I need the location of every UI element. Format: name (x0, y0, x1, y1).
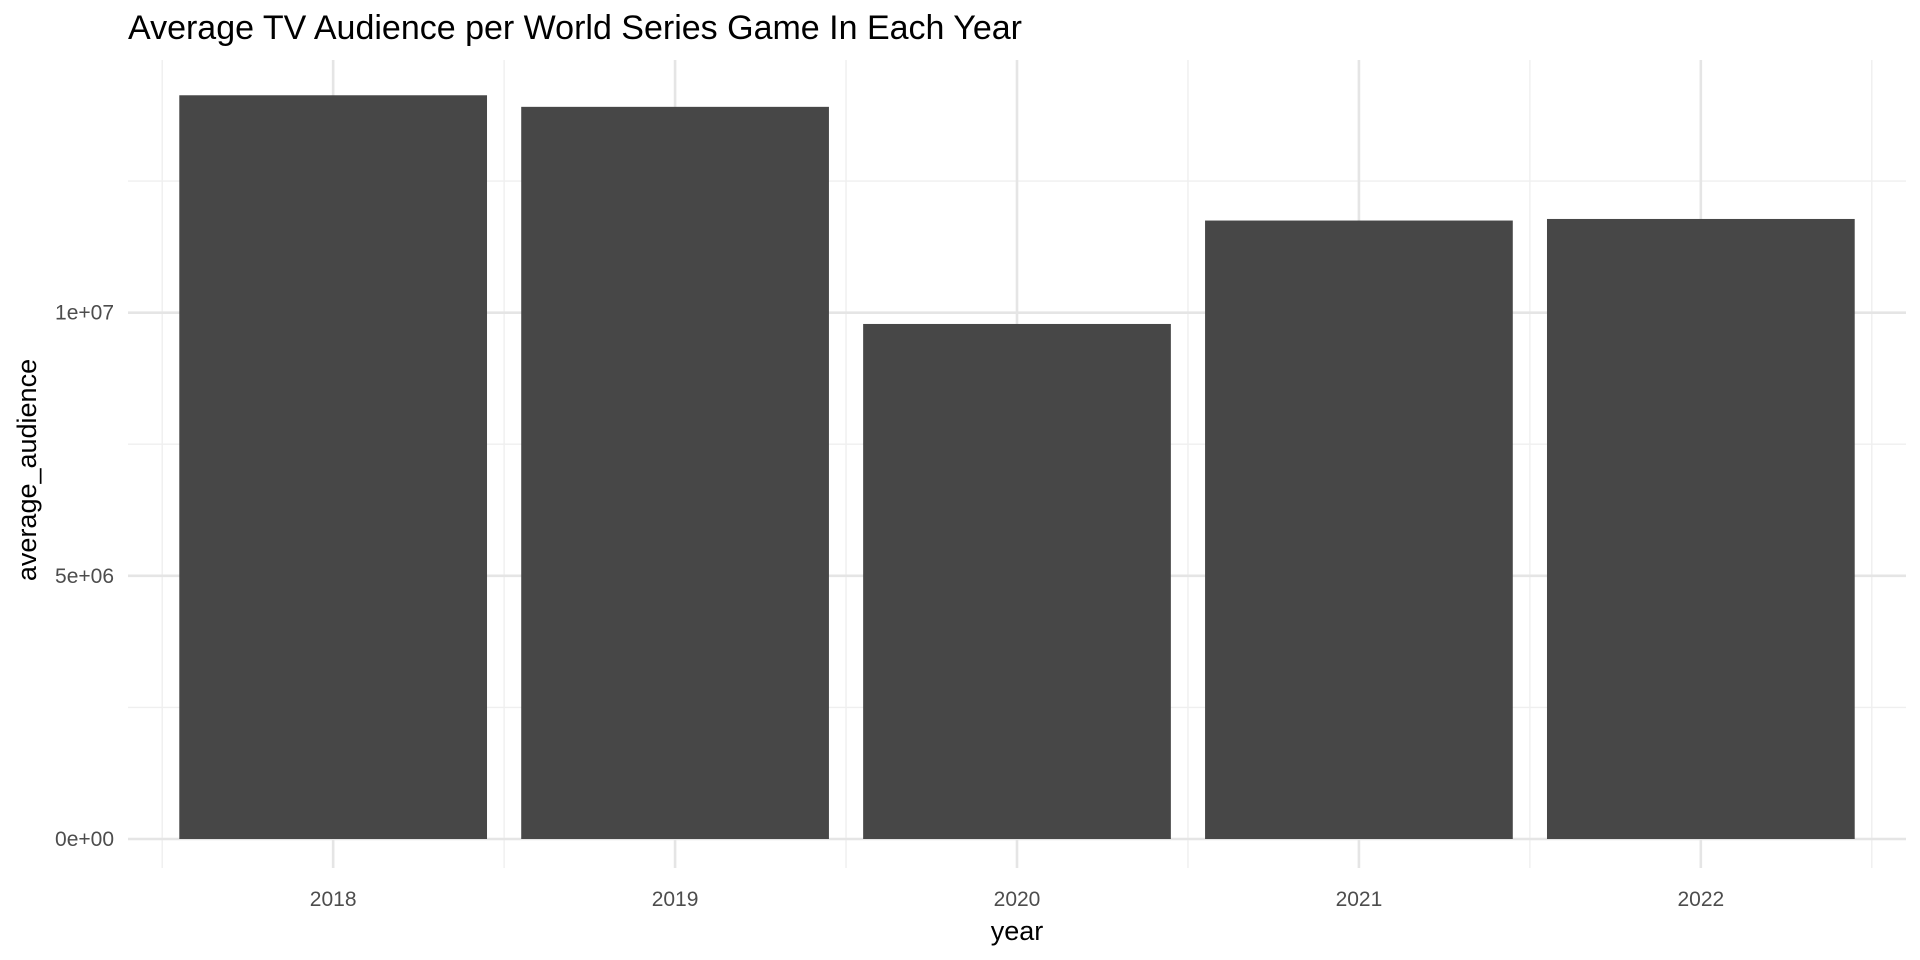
bar-2021 (1205, 220, 1513, 839)
y-tick-label-0: 0e+00 (55, 828, 114, 851)
chart-title: Average TV Audience per World Series Gam… (128, 9, 1022, 47)
x-tick-label-2022: 2022 (1677, 888, 1724, 911)
x-axis-tick-labels: 2018 2019 2020 2021 2022 (310, 888, 1724, 911)
x-axis-title: year (991, 916, 1044, 946)
y-axis-title: average_audience (12, 359, 42, 581)
bar-2022 (1546, 218, 1855, 839)
x-tick-label-2019: 2019 (652, 888, 699, 911)
y-axis-tick-labels: 0e+00 5e+06 1e+07 (55, 302, 114, 851)
bar-2020 (863, 323, 1171, 839)
x-tick-label-2018: 2018 (310, 888, 357, 911)
x-tick-label-2021: 2021 (1336, 888, 1383, 911)
bar-2019 (521, 106, 829, 839)
bars (179, 95, 1855, 839)
bar-2018 (179, 95, 488, 839)
y-tick-label-1: 5e+06 (55, 565, 114, 588)
x-tick-label-2020: 2020 (994, 888, 1041, 911)
y-tick-label-2: 1e+07 (55, 302, 114, 325)
